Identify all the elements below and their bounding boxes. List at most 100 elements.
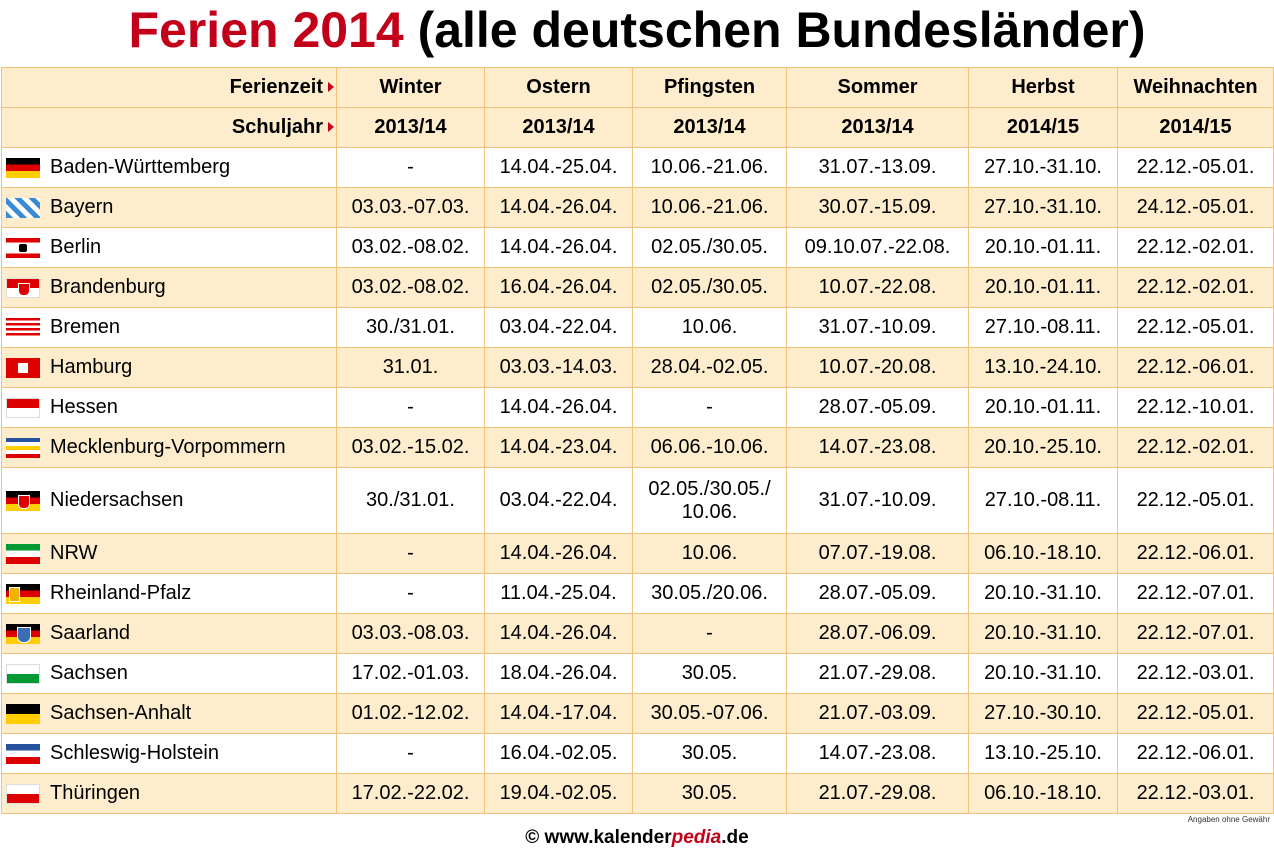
table-row: Sachsen-Anhalt 01.02.-12.02. 14.04.-17.0…	[1, 693, 1274, 734]
schuljahr-cell: 2013/14	[336, 107, 485, 148]
date-cell: 30.05.	[632, 773, 787, 814]
date-cell: 20.10.-01.11.	[968, 387, 1118, 428]
state-cell: Hessen	[1, 387, 337, 428]
date-cell: 14.04.-26.04.	[484, 227, 633, 268]
state-cell: Rheinland-Pfalz	[1, 573, 337, 614]
column-header: Herbst	[968, 67, 1118, 108]
date-cell: 27.10.-30.10.	[968, 693, 1118, 734]
date-cell: 14.07.-23.08.	[786, 427, 969, 468]
state-name: Brandenburg	[50, 276, 166, 299]
date-cell: 27.10.-31.10.	[968, 187, 1118, 228]
ferienzeit-label: Ferienzeit	[229, 76, 323, 98]
date-cell: 27.10.-31.10.	[968, 147, 1118, 188]
date-cell: 30.05.-07.06.	[632, 693, 787, 734]
date-cell: 21.07.-03.09.	[786, 693, 969, 734]
disclaimer-note: Angaben ohne Gewähr	[1187, 815, 1270, 824]
date-cell: 13.10.-24.10.	[968, 347, 1118, 388]
state-cell: Brandenburg	[1, 267, 337, 308]
table-row: Mecklenburg-Vorpommern 03.02.-15.02. 14.…	[1, 427, 1274, 468]
column-header: Winter	[336, 67, 485, 108]
date-cell: 14.04.-26.04.	[484, 613, 633, 654]
footer-prefix: © www.kalender	[525, 827, 672, 848]
date-cell: 09.10.07.-22.08.	[786, 227, 969, 268]
date-cell: 20.10.-31.10.	[968, 613, 1118, 654]
date-cell: 20.10.-01.11.	[968, 267, 1118, 308]
table-row: Thüringen 17.02.-22.02. 19.04.-02.05. 30…	[1, 773, 1274, 814]
date-cell: 01.02.-12.02.	[336, 693, 485, 734]
date-cell: 02.05./30.05.	[632, 227, 787, 268]
date-cell: 22.12.-02.01.	[1117, 267, 1274, 308]
schuljahr-cell: 2013/14	[632, 107, 787, 148]
date-cell: 22.12.-02.01.	[1117, 427, 1274, 468]
sh-flag-icon	[6, 743, 40, 764]
date-cell: 22.12.-05.01.	[1117, 467, 1274, 534]
state-cell: Hamburg	[1, 347, 337, 388]
by-flag-icon	[6, 197, 40, 218]
state-cell: Saarland	[1, 613, 337, 654]
date-cell: 30.05./20.06.	[632, 573, 787, 614]
date-cell: 10.06.	[632, 533, 787, 574]
date-cell: 06.10.-18.10.	[968, 533, 1118, 574]
state-name: Schleswig-Holstein	[50, 742, 219, 765]
header-row-ferienzeit: Ferienzeit Winter Ostern Pfingsten Somme…	[1, 67, 1274, 108]
schuljahr-label: Schuljahr	[231, 116, 323, 138]
date-cell: 28.07.-05.09.	[786, 573, 969, 614]
date-cell: -	[336, 573, 485, 614]
date-cell: 03.02.-08.02.	[336, 267, 485, 308]
date-cell: 17.02.-01.03.	[336, 653, 485, 694]
date-cell: 31.07.-10.09.	[786, 307, 969, 348]
header-row-schuljahr: Schuljahr 2013/14 2013/14 2013/14 2013/1…	[1, 107, 1274, 148]
date-cell: 30./31.01.	[336, 307, 485, 348]
ni-flag-icon	[6, 490, 40, 511]
table-row: Bayern 03.03.-07.03. 14.04.-26.04. 10.06…	[1, 187, 1274, 228]
state-cell: Mecklenburg-Vorpommern	[1, 427, 337, 468]
date-cell: 22.12.-07.01.	[1117, 573, 1274, 614]
state-cell: Schleswig-Holstein	[1, 733, 337, 774]
date-cell: 31.07.-13.09.	[786, 147, 969, 188]
table-row: NRW - 14.04.-26.04. 10.06. 07.07.-19.08.…	[1, 533, 1274, 574]
date-cell: 30.05.	[632, 653, 787, 694]
date-cell: 22.12.-02.01.	[1117, 227, 1274, 268]
date-cell: 03.02.-08.02.	[336, 227, 485, 268]
state-name: Thüringen	[50, 782, 141, 805]
state-cell: Niedersachsen	[1, 467, 337, 534]
state-name: Sachsen-Anhalt	[50, 702, 192, 725]
date-cell: 22.12.-06.01.	[1117, 533, 1274, 574]
table-row: Hessen - 14.04.-26.04. - 28.07.-05.09. 2…	[1, 387, 1274, 428]
sn-flag-icon	[6, 663, 40, 684]
date-cell: 03.03.-07.03.	[336, 187, 485, 228]
state-name: Hessen	[50, 396, 118, 419]
date-cell: 22.12.-06.01.	[1117, 733, 1274, 774]
date-cell: 22.12.-03.01.	[1117, 773, 1274, 814]
state-name: Niedersachsen	[50, 489, 184, 512]
state-name: Berlin	[50, 236, 102, 259]
sl-flag-icon	[6, 623, 40, 644]
state-cell: NRW	[1, 533, 337, 574]
footer-credit[interactable]: © www.kalenderpedia.de	[0, 826, 1274, 852]
date-cell: 10.06.-21.06.	[632, 187, 787, 228]
footer-suffix: .de	[721, 827, 749, 848]
title-rest: (alle deutschen Bundesländer)	[403, 2, 1146, 58]
date-cell: 03.04.-22.04.	[484, 467, 633, 534]
mv-flag-icon	[6, 437, 40, 458]
date-cell: -	[336, 533, 485, 574]
title-highlight: Ferien 2014	[128, 2, 404, 58]
page-title: Ferien 2014 (alle deutschen Bundesländer…	[0, 0, 1274, 64]
date-cell: 22.12.-10.01.	[1117, 387, 1274, 428]
date-cell: 07.07.-19.08.	[786, 533, 969, 574]
date-cell: 14.04.-25.04.	[484, 147, 633, 188]
date-cell: 31.07.-10.09.	[786, 467, 969, 534]
date-cell: 14.07.-23.08.	[786, 733, 969, 774]
date-cell: 16.04.-02.05.	[484, 733, 633, 774]
bb-flag-icon	[6, 277, 40, 298]
schuljahr-cell: 2013/14	[786, 107, 969, 148]
date-cell: 10.07.-22.08.	[786, 267, 969, 308]
date-cell: 22.12.-05.01.	[1117, 693, 1274, 734]
date-cell: 10.07.-20.08.	[786, 347, 969, 388]
date-cell: 14.04.-17.04.	[484, 693, 633, 734]
date-cell: 17.02.-22.02.	[336, 773, 485, 814]
date-cell: 27.10.-08.11.	[968, 307, 1118, 348]
date-cell: 30./31.01.	[336, 467, 485, 534]
table-row: Brandenburg 03.02.-08.02. 16.04.-26.04. …	[1, 267, 1274, 308]
state-name: Baden-Württemberg	[50, 156, 231, 179]
